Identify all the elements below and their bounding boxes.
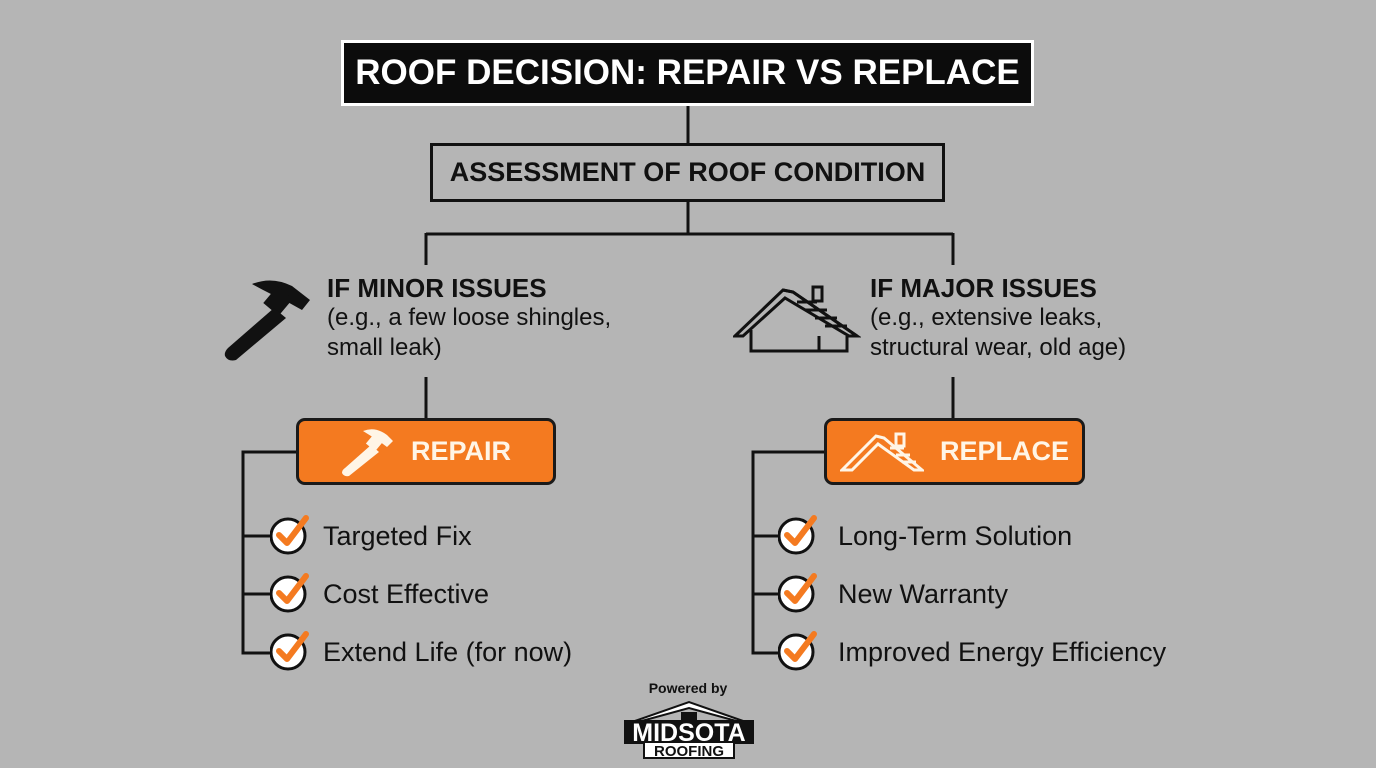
benefit-label: Improved Energy Efficiency — [838, 637, 1167, 667]
check-icon — [270, 573, 309, 613]
condition-title: IF MINOR ISSUES — [327, 273, 547, 303]
powered-by-label: Powered by — [648, 680, 728, 696]
condition-example: structural wear, old age) — [870, 334, 1127, 361]
assessment-box: ASSESSMENT OF ROOF CONDITION — [430, 143, 945, 202]
benefit-label: Targeted Fix — [323, 521, 472, 551]
repair-box: REPAIR — [296, 418, 556, 485]
replace-label: REPLACE — [939, 436, 1069, 466]
major-issues-condition: IF MAJOR ISSUES (e.g., extensive leaks, … — [870, 273, 1126, 363]
hammer-icon — [341, 428, 393, 476]
right-bracket — [751, 450, 824, 655]
benefit-label: Cost Effective — [323, 579, 490, 609]
benefit-label: Extend Life (for now) — [323, 637, 573, 667]
benefit-label: New Warranty — [838, 579, 1009, 609]
condition-example: (e.g., a few loose shingles, — [327, 304, 612, 331]
svg-text:ROOFING: ROOFING — [654, 743, 724, 760]
minor-issues-condition: IF MINOR ISSUES (e.g., a few loose shing… — [327, 273, 611, 363]
repair-label: REPAIR — [410, 436, 511, 466]
check-icon — [778, 631, 817, 671]
condition-title: IF MAJOR ISSUES — [870, 273, 1097, 303]
condition-example: small leak) — [327, 334, 442, 361]
left-bracket — [241, 450, 296, 655]
check-icon — [270, 631, 309, 671]
check-icon — [778, 573, 817, 613]
roof-icon — [839, 432, 924, 471]
hammer-icon — [224, 280, 310, 361]
replace-box: REPLACE — [824, 418, 1085, 485]
check-icon — [270, 515, 309, 555]
diagram-title: ROOF DECISION: REPAIR VS REPLACE — [341, 40, 1034, 106]
benefit-label: Long-Term Solution — [838, 521, 1073, 551]
midsota-roofing-logo: MIDSOTA ROOFING — [624, 700, 754, 760]
condition-example: (e.g., extensive leaks, — [870, 304, 1103, 331]
house-icon — [733, 285, 861, 353]
check-icon — [778, 515, 817, 555]
